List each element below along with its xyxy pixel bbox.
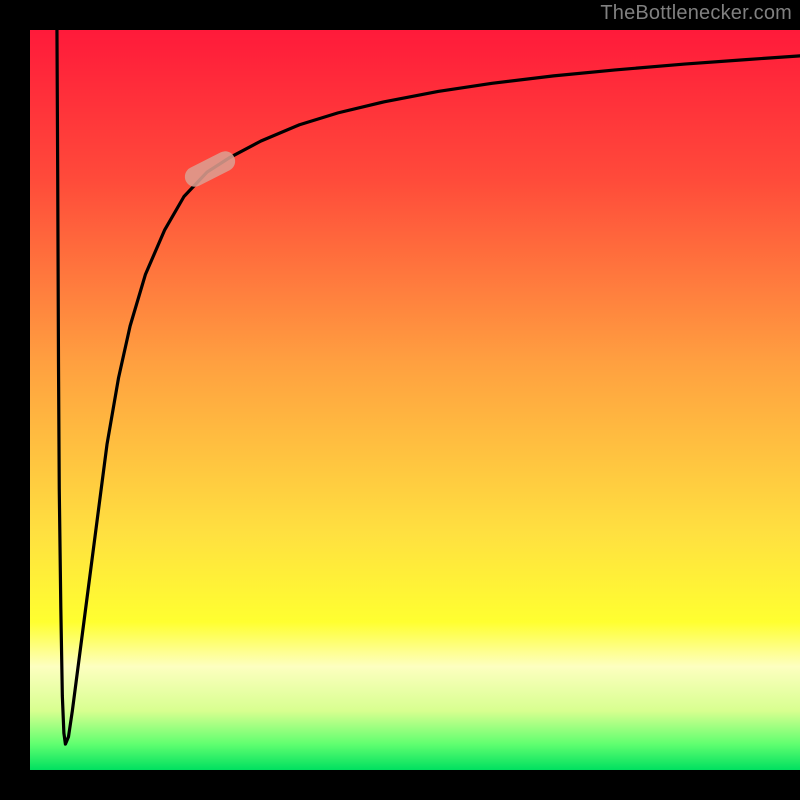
plot-area: [30, 30, 800, 770]
watermark-text: TheBottlenecker.com: [600, 2, 792, 25]
canvas: TheBottlenecker.com: [0, 0, 800, 800]
bottleneck-curve: [30, 30, 800, 770]
